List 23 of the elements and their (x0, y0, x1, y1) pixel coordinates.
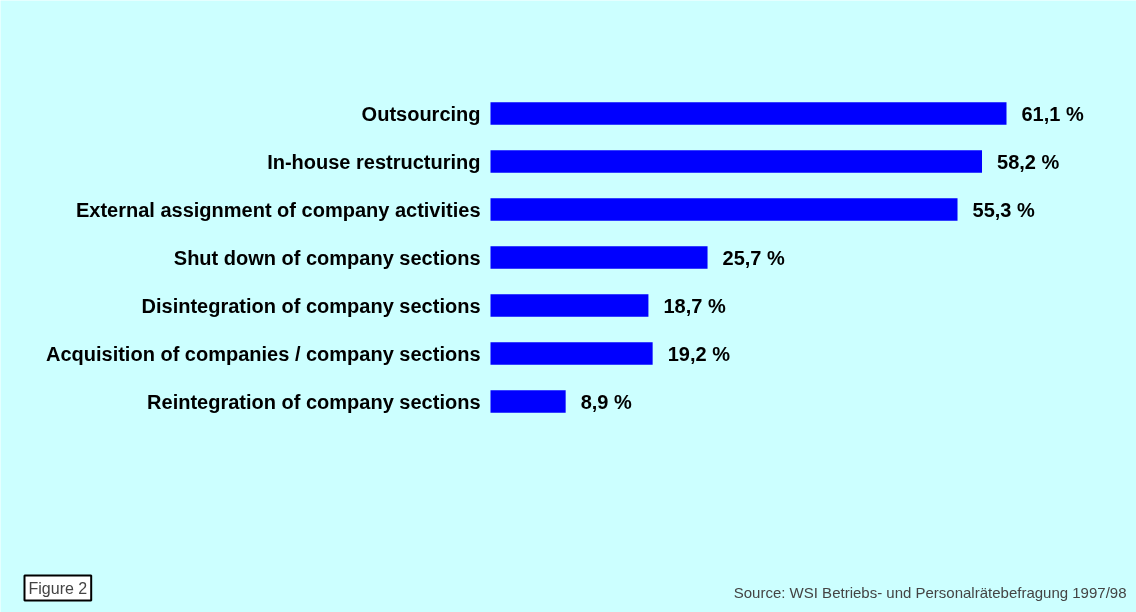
source-note: Source: WSI Betriebs- und Personalrätebefragung 1997/98 (733, 583, 1127, 601)
y-tick-label: Reintegration of company sections (147, 390, 481, 413)
bar (490, 390, 566, 413)
caption: Figure 2 (28, 579, 88, 597)
y-tick-label: Outsourcing (361, 102, 481, 125)
y-tick-label: In-house restructuring (267, 150, 481, 173)
data-label: 55,3 % (972, 198, 1035, 221)
data-label: 25,7 % (722, 246, 786, 269)
bar (490, 102, 1007, 125)
data-label: 18,7 % (663, 294, 726, 317)
data-label: 19,2 % (667, 342, 731, 365)
bar (490, 150, 983, 173)
data-label: 58,2 % (997, 150, 1060, 173)
y-tick-label: External assignment of company activities (75, 198, 481, 221)
data-label: 61,1 % (1021, 102, 1084, 125)
bar (490, 342, 653, 365)
data-label: 8,9 % (580, 390, 633, 413)
y-tick-label: Shut down of company sections (173, 246, 481, 269)
y-tick-label: Disintegration of company sections (141, 294, 481, 317)
y-tick-label: Acquisition of companies / company sections (45, 342, 481, 365)
bar (490, 246, 708, 269)
bar (490, 294, 649, 317)
bar (490, 198, 958, 221)
